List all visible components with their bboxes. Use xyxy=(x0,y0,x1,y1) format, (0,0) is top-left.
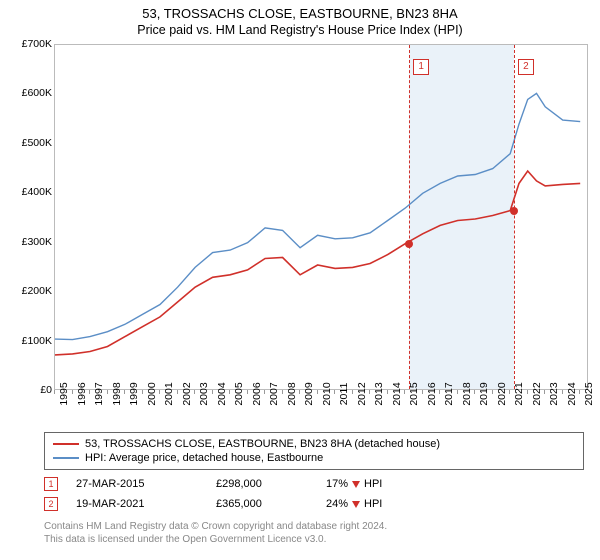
y-tick-label: £0 xyxy=(10,384,52,396)
x-tick-label: 2008 xyxy=(286,382,298,405)
marker-badge: 2 xyxy=(518,59,534,75)
x-tick-label: 2002 xyxy=(181,382,193,405)
x-tick-label: 2017 xyxy=(443,382,455,405)
x-tick-label: 2020 xyxy=(496,382,508,405)
legend-row-price-paid: 53, TROSSACHS CLOSE, EASTBOURNE, BN23 8H… xyxy=(53,437,575,451)
series-line-price_paid xyxy=(55,171,580,355)
x-tick-label: 2016 xyxy=(426,382,438,405)
sale-dot xyxy=(510,207,518,215)
legend-swatch-red xyxy=(53,443,79,445)
x-tick-label: 1999 xyxy=(128,382,140,405)
x-tick-label: 1997 xyxy=(93,382,105,405)
sales-row: 1 27-MAR-2015£298,00017%HPI xyxy=(44,474,584,494)
y-tick-label: £300K xyxy=(10,236,52,248)
x-tick-label: 1996 xyxy=(76,382,88,405)
sales-price: £365,000 xyxy=(216,498,326,510)
sales-table: 1 27-MAR-2015£298,00017%HPI 2 19-MAR-2021£3… xyxy=(44,474,584,514)
title-block: 53, TROSSACHS CLOSE, EASTBOURNE, BN23 8H… xyxy=(0,0,600,37)
x-tick-label: 2012 xyxy=(356,382,368,405)
sales-badge: 1 xyxy=(44,477,58,491)
x-tick-label: 2022 xyxy=(531,382,543,405)
x-tick-label: 2009 xyxy=(303,382,315,405)
marker-badge: 1 xyxy=(413,59,429,75)
series-line-hpi xyxy=(55,93,580,339)
marker-vline xyxy=(409,45,410,389)
x-tick-label: 2005 xyxy=(233,382,245,405)
x-tick-label: 2024 xyxy=(566,382,578,405)
x-tick-label: 2001 xyxy=(163,382,175,405)
y-tick-label: £400K xyxy=(10,186,52,198)
y-tick-label: £200K xyxy=(10,285,52,297)
y-tick-label: £500K xyxy=(10,137,52,149)
x-tick-label: 2003 xyxy=(198,382,210,405)
legend-label: 53, TROSSACHS CLOSE, EASTBOURNE, BN23 8H… xyxy=(85,438,440,450)
x-tick-label: 2010 xyxy=(321,382,333,405)
x-tick-label: 2000 xyxy=(146,382,158,405)
title-sub: Price paid vs. HM Land Registry's House … xyxy=(0,23,600,37)
legend: 53, TROSSACHS CLOSE, EASTBOURNE, BN23 8H… xyxy=(44,432,584,470)
arrow-down-icon xyxy=(352,501,360,508)
chart-plot-area: 12 xyxy=(54,44,588,390)
x-tick-label: 1995 xyxy=(58,382,70,405)
y-axis: £0£100K£200K£300K£400K£500K£600K£700K xyxy=(10,44,54,390)
arrow-down-icon xyxy=(352,481,360,488)
legend-label: HPI: Average price, detached house, East… xyxy=(85,452,323,464)
sales-row: 2 19-MAR-2021£365,00024%HPI xyxy=(44,494,584,514)
chart-container: 53, TROSSACHS CLOSE, EASTBOURNE, BN23 8H… xyxy=(0,0,600,560)
marker-vline xyxy=(514,45,515,389)
sales-date: 19-MAR-2021 xyxy=(76,498,216,510)
x-tick-label: 2015 xyxy=(408,382,420,405)
x-tick-label: 1998 xyxy=(111,382,123,405)
x-tick-label: 2004 xyxy=(216,382,228,405)
y-tick-label: £700K xyxy=(10,38,52,50)
sale-dot xyxy=(405,240,413,248)
sales-badge: 2 xyxy=(44,497,58,511)
sales-diff: 17%HPI xyxy=(326,478,456,490)
x-tick-label: 2023 xyxy=(548,382,560,405)
legend-swatch-blue xyxy=(53,457,79,459)
footer-line2: This data is licensed under the Open Gov… xyxy=(44,534,326,545)
y-tick-label: £100K xyxy=(10,335,52,347)
x-tick-label: 2007 xyxy=(268,382,280,405)
x-tick-label: 2013 xyxy=(373,382,385,405)
x-tick-label: 2019 xyxy=(478,382,490,405)
sales-date: 27-MAR-2015 xyxy=(76,478,216,490)
legend-row-hpi: HPI: Average price, detached house, East… xyxy=(53,451,575,465)
y-tick-label: £600K xyxy=(10,87,52,99)
footer-line1: Contains HM Land Registry data © Crown c… xyxy=(44,521,387,532)
x-tick-label: 2025 xyxy=(583,382,595,405)
x-tick-label: 2006 xyxy=(251,382,263,405)
footer-text: Contains HM Land Registry data © Crown c… xyxy=(44,520,584,546)
x-tick-label: 2011 xyxy=(338,383,350,406)
x-tick-label: 2014 xyxy=(391,382,403,405)
chart-svg xyxy=(55,45,587,389)
x-tick-label: 2021 xyxy=(513,382,525,405)
title-main: 53, TROSSACHS CLOSE, EASTBOURNE, BN23 8H… xyxy=(0,6,600,21)
sales-diff: 24%HPI xyxy=(326,498,456,510)
x-tick-label: 2018 xyxy=(461,382,473,405)
sales-price: £298,000 xyxy=(216,478,326,490)
